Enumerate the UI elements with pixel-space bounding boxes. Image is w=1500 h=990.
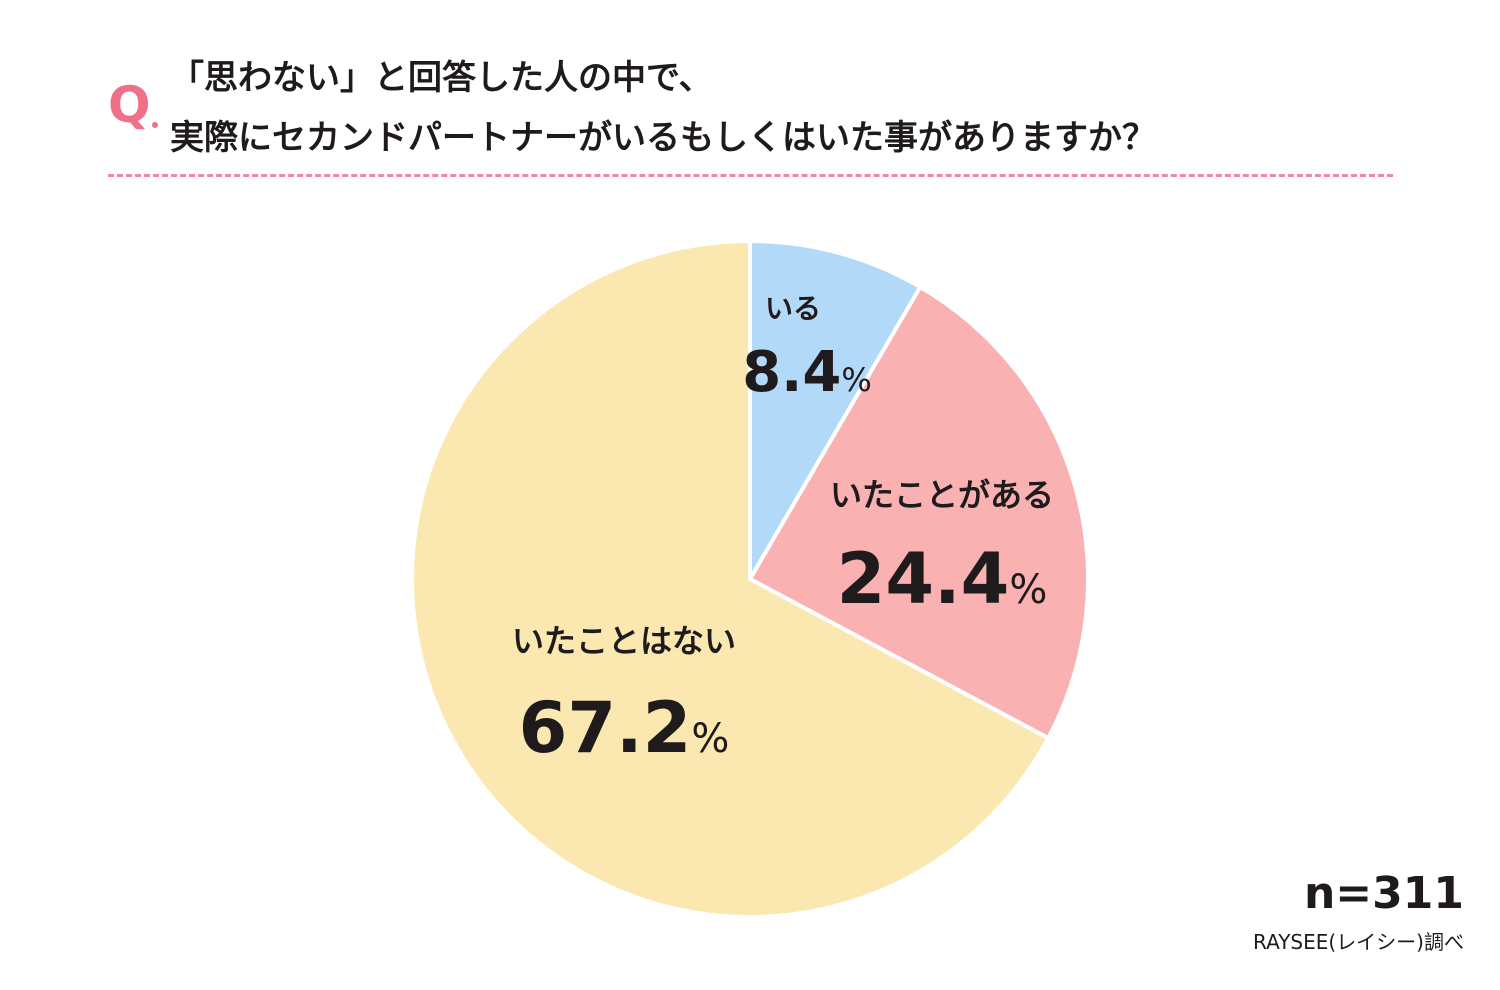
question-header: Q 「思わない」と回答した人の中で、 実際にセカンドパートナーがいるもしくはいた… [108,48,1393,178]
sample-size: n=311 [1303,868,1464,919]
percent-sign: % [841,361,871,399]
q-marker-dot [152,122,158,128]
percent-sign: % [691,716,729,762]
pie-slice-ir [748,239,923,581]
slice-label-ita-koto-ga-aru: いたことがある [830,476,1054,514]
question-line-2: 実際にセカンドパートナーがいるもしくはいた事がありますか？ [170,118,1156,158]
pie-slice-ita-koto-ga-aru [748,284,1090,741]
question-line-1: 「思わない」と回答した人の中で、 [170,58,713,98]
source-credit: RAYSEE(レイシー)調べ [1252,930,1464,954]
slice-label-ir: いる [765,292,821,325]
q-marker: Q [108,76,151,134]
slice-label-ita-koto-wa-nai: いたことはない [512,622,736,660]
pie-slice-ita-koto-wa-nai [409,239,1051,919]
percent-sign: % [1009,567,1047,613]
slice-value-ir: 8.4% [742,340,872,405]
dashed-divider [108,174,1393,177]
